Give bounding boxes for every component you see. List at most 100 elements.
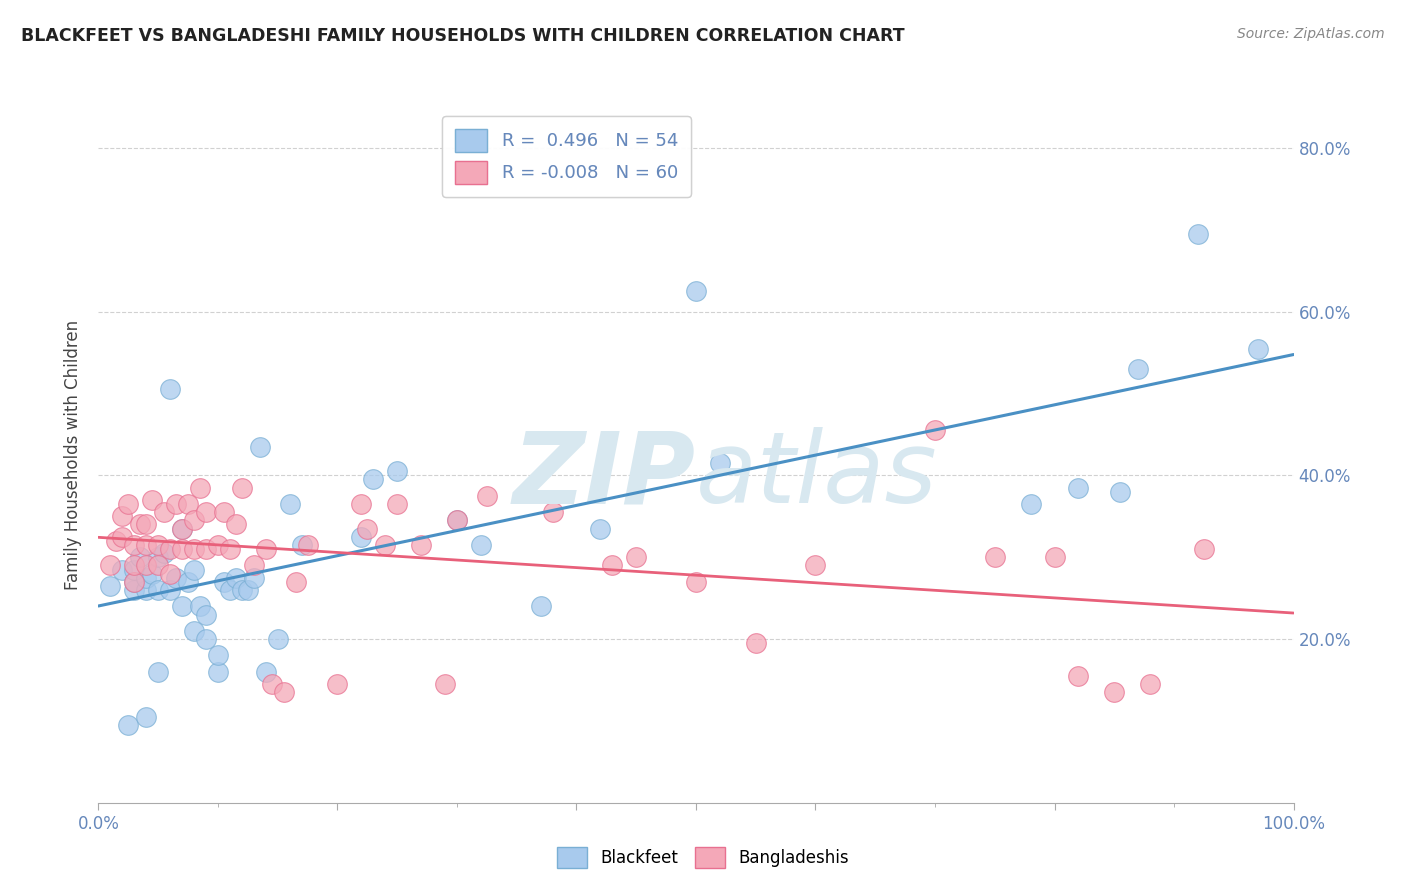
Point <box>745 636 768 650</box>
Point <box>709 456 731 470</box>
Point <box>231 481 253 495</box>
Point <box>385 464 409 478</box>
Point <box>267 632 290 646</box>
Point <box>529 599 551 614</box>
Point <box>135 558 157 573</box>
Point <box>183 562 205 576</box>
Point <box>284 574 307 589</box>
Point <box>111 509 134 524</box>
Point <box>135 710 157 724</box>
Point <box>183 513 205 527</box>
Point <box>159 582 181 597</box>
Point <box>194 607 218 622</box>
Point <box>1109 484 1132 499</box>
Point <box>219 582 242 597</box>
Point <box>177 574 200 589</box>
Point <box>124 562 146 576</box>
Point <box>159 542 181 557</box>
Y-axis label: Family Households with Children: Family Households with Children <box>65 320 83 590</box>
Point <box>98 579 122 593</box>
Text: ZIP: ZIP <box>513 427 696 524</box>
Point <box>165 571 187 585</box>
Point <box>159 383 181 397</box>
Point <box>141 492 163 507</box>
Point <box>148 538 170 552</box>
Point <box>685 284 707 298</box>
Point <box>470 538 492 552</box>
Point <box>194 632 218 646</box>
Point <box>1019 497 1042 511</box>
Point <box>236 582 259 597</box>
Point <box>207 538 229 552</box>
Legend: Blackfeet, Bangladeshis: Blackfeet, Bangladeshis <box>550 840 856 875</box>
Point <box>194 505 218 519</box>
Point <box>105 533 128 548</box>
Point <box>1043 550 1066 565</box>
Point <box>124 574 146 589</box>
Point <box>297 538 319 552</box>
Point <box>129 550 152 565</box>
Point <box>1139 677 1161 691</box>
Point <box>291 538 314 552</box>
Point <box>212 505 235 519</box>
Point <box>243 558 266 573</box>
Point <box>433 677 456 691</box>
Point <box>183 542 205 557</box>
Point <box>172 522 194 536</box>
Point <box>243 571 266 585</box>
Point <box>135 538 157 552</box>
Point <box>602 558 624 573</box>
Point <box>98 558 122 573</box>
Point <box>188 599 211 614</box>
Point <box>374 538 396 552</box>
Point <box>249 440 271 454</box>
Point <box>117 718 139 732</box>
Legend: R =  0.496   N = 54, R = -0.008   N = 60: R = 0.496 N = 54, R = -0.008 N = 60 <box>441 116 690 197</box>
Point <box>363 473 385 487</box>
Point <box>159 566 181 581</box>
Point <box>148 582 170 597</box>
Point <box>207 648 229 663</box>
Point <box>1067 669 1090 683</box>
Point <box>153 546 176 560</box>
Point <box>153 505 176 519</box>
Point <box>254 665 277 679</box>
Point <box>231 582 253 597</box>
Point <box>172 522 194 536</box>
Text: BLACKFEET VS BANGLADESHI FAMILY HOUSEHOLDS WITH CHILDREN CORRELATION CHART: BLACKFEET VS BANGLADESHI FAMILY HOUSEHOL… <box>21 27 904 45</box>
Point <box>446 513 468 527</box>
Point <box>124 582 146 597</box>
Point <box>924 423 946 437</box>
Point <box>225 571 247 585</box>
Point <box>124 574 146 589</box>
Point <box>225 517 247 532</box>
Point <box>1128 362 1150 376</box>
Point <box>177 497 200 511</box>
Point <box>135 571 157 585</box>
Point <box>165 497 187 511</box>
Point <box>475 489 498 503</box>
Point <box>129 517 152 532</box>
Point <box>135 517 157 532</box>
Point <box>278 497 301 511</box>
Point <box>194 542 218 557</box>
Point <box>385 497 409 511</box>
Point <box>212 574 235 589</box>
Point <box>207 665 229 679</box>
Point <box>685 574 707 589</box>
Point <box>148 665 170 679</box>
Point <box>1102 685 1125 699</box>
Point <box>804 558 827 573</box>
Point <box>219 542 242 557</box>
Point <box>124 558 146 573</box>
Point <box>183 624 205 638</box>
Point <box>626 550 648 565</box>
Point <box>984 550 1007 565</box>
Point <box>111 530 134 544</box>
Point <box>172 542 194 557</box>
Point <box>356 522 378 536</box>
Point <box>148 558 170 573</box>
Point <box>148 550 170 565</box>
Point <box>111 562 134 576</box>
Point <box>541 505 564 519</box>
